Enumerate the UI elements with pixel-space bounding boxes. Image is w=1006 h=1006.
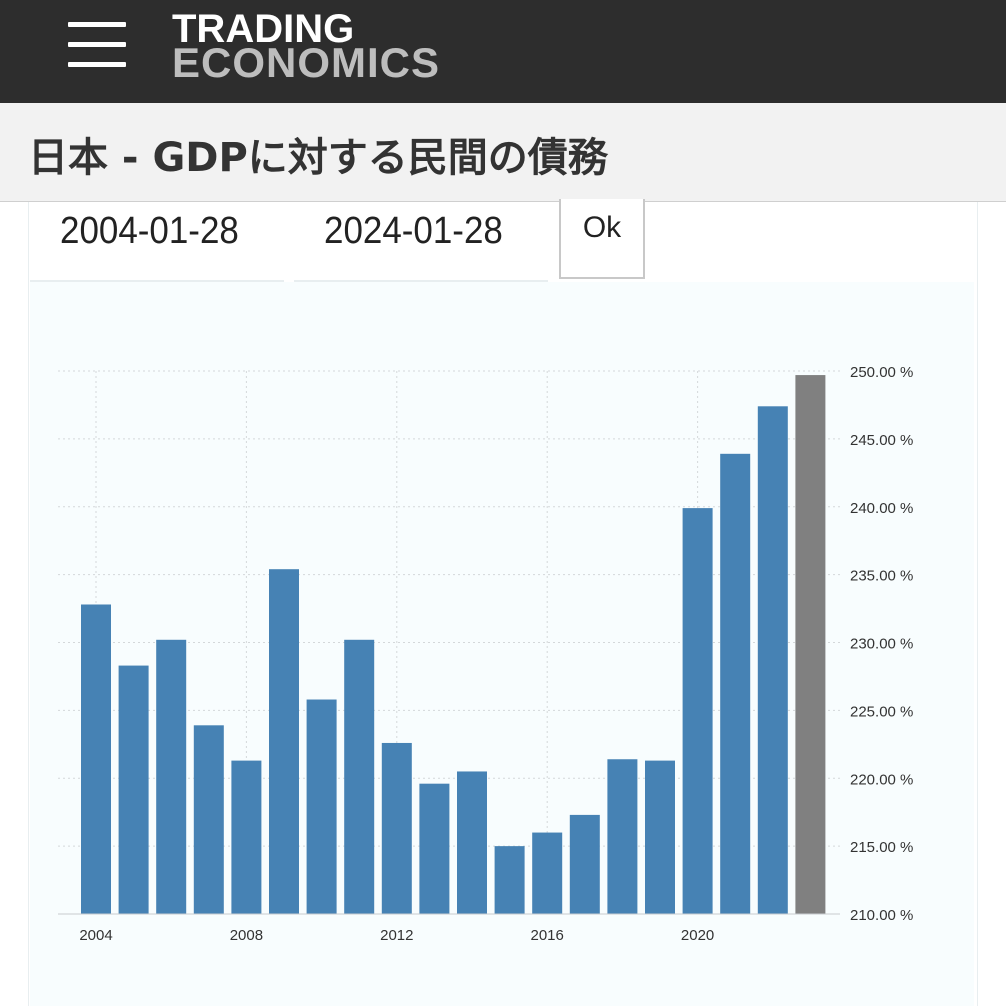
top-header-bar: TRADING ECONOMICS bbox=[0, 0, 1006, 103]
title-bar: 日本 - GDPに対する民間の債務 bbox=[0, 103, 1006, 202]
x-tick-label: 2012 bbox=[380, 927, 413, 944]
y-tick-label: 245.00 % bbox=[850, 432, 913, 449]
menu-icon[interactable] bbox=[68, 22, 126, 70]
x-tick-label: 2020 bbox=[681, 927, 714, 944]
bar bbox=[381, 742, 412, 914]
bar bbox=[344, 639, 375, 914]
y-tick-label: 225.00 % bbox=[850, 703, 913, 720]
y-tick-label: 240.00 % bbox=[850, 500, 913, 517]
bar bbox=[532, 832, 563, 914]
ok-button[interactable]: Ok bbox=[559, 199, 645, 279]
x-tick-label: 2008 bbox=[230, 927, 263, 944]
logo-line-economics: ECONOMICS bbox=[172, 39, 441, 86]
ok-button-label: Ok bbox=[582, 211, 622, 244]
bar bbox=[118, 665, 149, 914]
start-date-value: 2004-01-28 bbox=[60, 210, 239, 252]
y-tick-label: 230.00 % bbox=[850, 636, 913, 653]
start-date-input[interactable]: 2004-01-28 bbox=[30, 202, 284, 282]
y-tick-label: 250.00 % bbox=[850, 364, 913, 381]
bar bbox=[269, 569, 299, 914]
bar bbox=[757, 406, 788, 914]
bar bbox=[720, 453, 751, 914]
x-tick-label: 2016 bbox=[531, 927, 564, 944]
menu-icon-line bbox=[68, 22, 126, 27]
y-tick-label: 220.00 % bbox=[850, 771, 913, 788]
page-title: 日本 - GDPに対する民間の債務 bbox=[28, 135, 608, 181]
end-date-input[interactable]: 2024-01-28 bbox=[294, 202, 548, 282]
site-logo[interactable]: TRADING ECONOMICS bbox=[172, 7, 441, 86]
bar bbox=[193, 725, 224, 914]
y-tick-label: 210.00 % bbox=[850, 907, 913, 924]
menu-icon-line bbox=[68, 42, 126, 47]
end-date-value: 2024-01-28 bbox=[324, 210, 503, 252]
bar bbox=[231, 760, 262, 914]
bar bbox=[81, 604, 111, 914]
bar bbox=[645, 760, 675, 914]
bar bbox=[419, 783, 450, 914]
bar-latest bbox=[795, 375, 826, 914]
x-tick-label: 2004 bbox=[79, 927, 112, 944]
bar bbox=[607, 759, 638, 914]
bar bbox=[569, 814, 600, 914]
bar bbox=[494, 846, 525, 914]
bar bbox=[682, 508, 713, 914]
bar bbox=[457, 771, 487, 914]
bar bbox=[156, 639, 187, 914]
logo-line-trading: TRADING bbox=[172, 7, 355, 51]
bar bbox=[306, 699, 337, 914]
y-tick-label: 215.00 % bbox=[850, 839, 913, 856]
y-tick-label: 235.00 % bbox=[850, 568, 913, 585]
menu-icon-line bbox=[68, 62, 126, 67]
